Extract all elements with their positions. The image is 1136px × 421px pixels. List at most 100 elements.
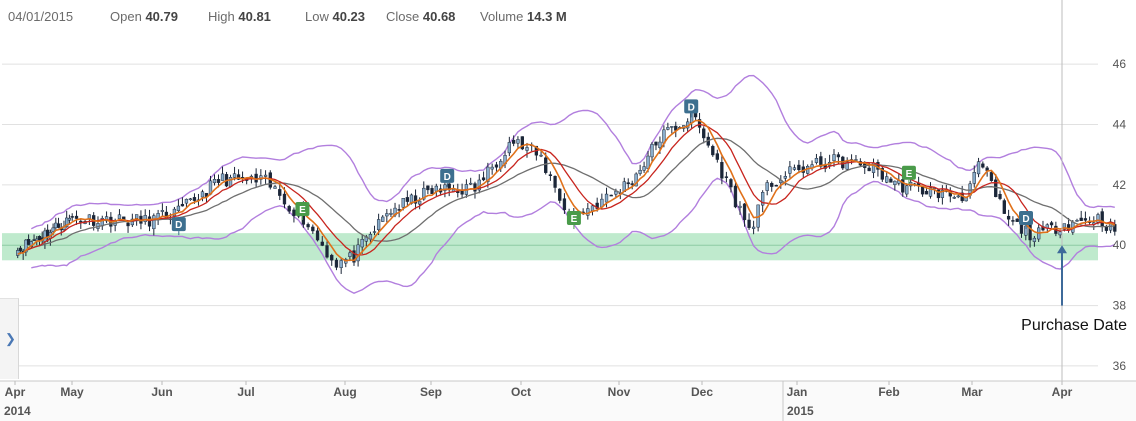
candle-body: [989, 172, 994, 181]
candle-body: [630, 183, 634, 185]
annotations: Purchase Date: [1021, 245, 1127, 334]
candle-body: [702, 128, 706, 139]
marker-badge: [171, 217, 186, 232]
candle-body: [348, 252, 352, 257]
candle-body: [315, 230, 320, 241]
candle-body: [905, 185, 909, 195]
candle-body: [1079, 217, 1083, 221]
candle-body: [976, 161, 981, 175]
purchase-annotation: Purchase Date: [1021, 245, 1127, 334]
candle-body: [434, 185, 438, 192]
y-tick-label: 36: [1113, 359, 1127, 373]
support-zone: [2, 233, 1098, 261]
x-tick-label: Jun: [151, 385, 172, 399]
candle-body: [188, 198, 193, 200]
event-markers: D E D E D E D: [171, 99, 1033, 236]
x-tick-label: Jan: [787, 385, 808, 399]
candle-body: [867, 167, 871, 172]
candle-body: [654, 141, 658, 146]
bollinger-upper: [30, 74, 1115, 230]
marker-badge: [440, 168, 455, 183]
candle-body: [998, 194, 1002, 199]
candle-body: [236, 174, 241, 180]
candle-body: [729, 179, 733, 188]
candle-body: [26, 239, 31, 245]
candle-body: [216, 179, 221, 183]
moving-average-mid: [20, 123, 1115, 256]
candle-body: [160, 210, 165, 212]
candle-body: [287, 206, 291, 212]
quote-open: Open 40.79: [110, 9, 178, 24]
candle-body: [711, 146, 715, 156]
candle-body: [928, 187, 933, 197]
candle-body: [770, 183, 774, 187]
axes: 36 38 40 42 44 46 Apr May Jun Jul Aug Sep Oct Nov Dec J…: [0, 57, 1136, 421]
candle-body: [544, 157, 548, 173]
candle-body: [738, 205, 742, 208]
candle-body: [548, 174, 553, 176]
candle-body: [553, 175, 557, 188]
year-label: 2015: [787, 404, 814, 418]
candle-body: [481, 177, 486, 181]
candle-body: [666, 127, 670, 130]
moving-average-fast: [17, 119, 1116, 262]
candle-body: [885, 176, 889, 183]
candle-body: [981, 163, 985, 168]
candle-body: [339, 260, 343, 268]
candle-body: [724, 176, 729, 178]
marker-label: D: [444, 172, 451, 183]
candle-body: [397, 209, 401, 211]
candle-body: [325, 245, 329, 258]
annotation-label: Purchase Date: [1021, 317, 1127, 334]
candle-body: [232, 173, 237, 178]
candle-body: [1058, 231, 1062, 236]
candle-body: [117, 214, 122, 219]
candle-body: [814, 158, 819, 163]
side-panel-tab[interactable]: ❯: [0, 298, 19, 379]
candle-body: [418, 200, 422, 205]
candle-body: [334, 259, 339, 268]
candle-body: [126, 222, 130, 227]
candle-body: [320, 241, 324, 246]
x-tick-label: Dec: [691, 385, 713, 399]
dividend-marker: D: [171, 217, 186, 236]
candle-body: [658, 141, 662, 148]
dividend-marker: D: [440, 168, 455, 187]
candle-body: [143, 215, 147, 222]
candle-body: [1083, 218, 1088, 221]
marker-badge: [901, 165, 916, 180]
marker-label: E: [906, 169, 913, 180]
candle-body: [330, 254, 334, 261]
candle-body: [104, 216, 109, 222]
candle-body: [604, 193, 609, 203]
candle-body: [765, 182, 769, 191]
candle-body: [70, 216, 74, 218]
candle-body: [516, 139, 520, 144]
candle-body: [832, 154, 836, 162]
candle-body: [920, 186, 925, 195]
y-tick-label: 38: [1113, 299, 1127, 313]
marker-badge: [684, 99, 699, 114]
candle-body: [940, 189, 945, 198]
candle-body: [952, 197, 956, 199]
candle-body: [562, 198, 567, 211]
candle-body: [389, 212, 393, 215]
candle-body: [595, 202, 599, 209]
quote-close: Close 40.68: [386, 9, 456, 24]
candle-body: [1011, 220, 1015, 222]
candle-body: [134, 214, 139, 219]
candle-body: [893, 180, 897, 185]
candle-body: [507, 142, 511, 154]
candle-body: [184, 198, 189, 204]
x-tick-label: Nov: [608, 385, 631, 399]
candle-body: [650, 143, 654, 158]
candle-body: [609, 194, 613, 197]
candle-body: [1032, 237, 1037, 242]
x-tick-label: Aug: [333, 385, 356, 399]
candle-body: [670, 126, 674, 128]
quote-low: Low 40.23: [305, 9, 366, 24]
candle-body: [422, 187, 426, 200]
candle-body: [376, 219, 381, 231]
chevron-right-icon[interactable]: ❯: [5, 331, 16, 346]
